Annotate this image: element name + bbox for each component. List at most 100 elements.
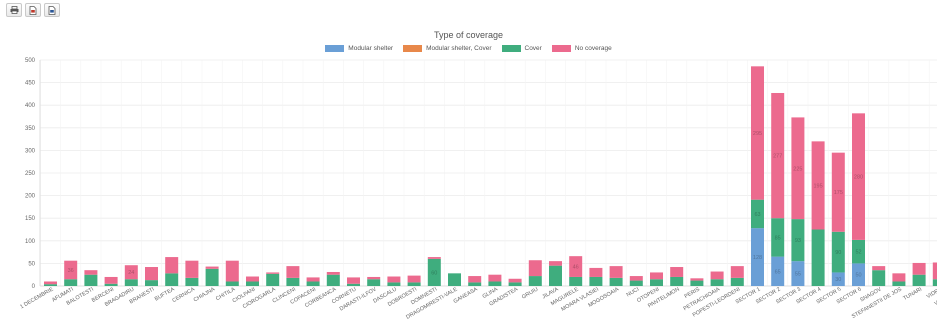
bar-cover [448,273,461,286]
legend-label-modular-shelter-cover: Modular shelter, Cover [426,45,492,52]
chart-legend: Modular shelter Modular shelter, Cover C… [0,45,937,52]
y-tick-label: 0 [32,284,36,290]
data-label: 90 [835,250,841,256]
bar-no-coverage [468,276,482,283]
bar-cover [569,276,583,286]
bar-no-coverage [852,113,865,240]
x-tick-label: CHIAJNA [193,286,217,303]
data-label: 30 [835,277,841,283]
printer-icon [10,6,18,14]
bar-no-coverage [609,266,623,278]
bar-cover [751,199,764,229]
x-tick-label: VIDRA [926,286,937,300]
data-label: 46 [573,265,579,271]
word-document-icon [48,5,56,15]
bar-no-coverage [569,256,583,277]
bar-no-coverage [549,261,562,266]
bar-cover [44,284,57,286]
legend-item-cover[interactable]: Cover [501,45,542,52]
y-tick-label: 100 [25,239,36,245]
legend-label-cover: Cover [524,45,542,52]
bar-cover [266,273,280,286]
data-label: 175 [834,190,843,196]
bar-no-coverage [185,260,199,278]
data-label: 277 [773,154,782,160]
bar-cover [225,281,239,286]
data-label: 65 [775,269,781,275]
bar-no-coverage [791,117,805,220]
bar-no-coverage [650,272,663,280]
bar-no-coverage [831,152,845,232]
bar-cover [387,282,401,286]
x-tick-label: 1 DECEMBRIE [19,286,55,310]
bar-modular-shelter [852,263,865,286]
bar-cover [932,279,937,286]
bar-cover [791,219,805,262]
bar-no-coverage [872,266,886,271]
bar-no-coverage [670,267,684,277]
bar-no-coverage [710,271,724,280]
bar-cover [549,265,562,286]
bar-no-coverage [912,262,926,275]
data-label: 63 [754,212,760,218]
bar-no-coverage [427,257,441,259]
bar-no-coverage [730,266,744,278]
legend-swatch-modular-shelter [325,45,345,52]
x-tick-label: CERNICA [171,286,196,304]
y-tick-label: 400 [25,103,36,109]
bar-no-coverage [286,266,300,278]
bar-cover [650,279,663,286]
bar-cover [205,268,219,286]
data-label: 93 [795,238,801,244]
bar-no-coverage [246,276,259,282]
export-word-button[interactable] [44,3,60,17]
bar-no-coverage [629,276,643,281]
y-tick-label: 200 [25,194,36,200]
bar-no-coverage [124,265,138,280]
data-label: 85 [775,235,781,241]
bar-cover [589,276,603,286]
bar-cover [488,281,502,286]
legend-item-modular-shelter[interactable]: Modular shelter [325,45,393,52]
bar-no-coverage [84,270,98,275]
bar-cover [831,231,845,273]
x-tick-label: GRUIU [521,287,539,301]
legend-item-no-coverage[interactable]: No coverage [551,45,612,52]
bar-cover [609,277,623,286]
y-tick-label: 450 [25,81,36,87]
bar-cover [528,276,542,286]
bar-cover [165,273,179,286]
bar-cover [306,281,320,286]
data-label: 128 [753,255,762,261]
bar-no-coverage [347,277,360,284]
pdf-document-icon [29,5,37,15]
bar-no-coverage [407,275,421,283]
bar-no-coverage [64,260,78,280]
bar-cover [407,282,421,286]
bar-no-coverage [367,276,381,280]
data-label: 280 [854,175,863,181]
legend-swatch-no-coverage [551,45,571,52]
bar-modular-shelter [831,272,845,286]
data-label: 295 [753,131,762,137]
toolbar [6,3,60,17]
chart-title: Type of coverage [433,30,504,40]
bar-cover [690,280,704,286]
bar-no-coverage [145,267,158,281]
bar-cover [892,281,906,286]
bar-cover [185,277,199,286]
data-label: 225 [793,166,802,172]
bar-cover [145,280,158,286]
y-tick-label: 250 [25,171,36,177]
bar-no-coverage [104,276,118,284]
export-pdf-button[interactable] [25,3,41,17]
bar-no-coverage [205,266,219,269]
bar-modular-shelter [791,261,805,286]
print-button[interactable] [6,3,22,17]
bar-cover [104,283,118,286]
bar-no-coverage [326,271,340,275]
bar-no-coverage [387,276,401,283]
legend-swatch-cover [501,45,521,52]
legend-item-modular-shelter-cover[interactable]: Modular shelter, Cover [403,45,492,52]
y-tick-label: 350 [25,126,36,132]
